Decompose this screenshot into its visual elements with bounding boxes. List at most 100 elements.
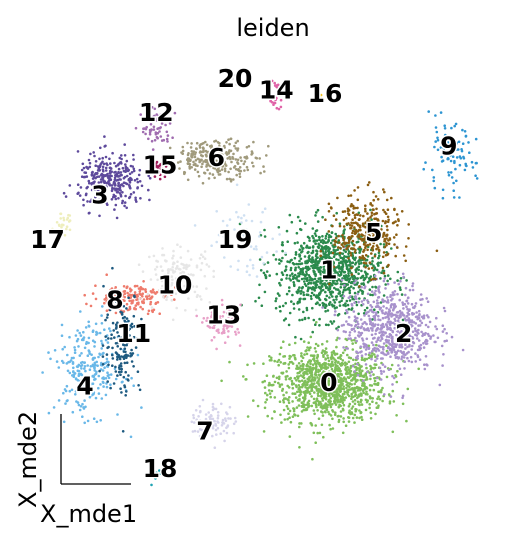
- cell-point: [324, 303, 328, 307]
- cell-point: [410, 302, 414, 306]
- cell-point: [144, 295, 148, 298]
- cell-point: [130, 354, 133, 357]
- cell-point: [268, 381, 271, 385]
- cell-point: [375, 401, 378, 405]
- cell-point: [303, 282, 307, 286]
- cell-point: [315, 211, 318, 214]
- cell-point: [378, 366, 382, 370]
- cell-point: [363, 286, 366, 290]
- cell-point: [250, 219, 254, 223]
- cell-point: [338, 222, 342, 225]
- cell-point: [291, 400, 294, 403]
- cell-point: [344, 368, 348, 372]
- cell-point: [333, 395, 337, 399]
- cell-point: [107, 345, 110, 349]
- cell-point: [132, 314, 136, 318]
- cell-point: [360, 358, 364, 362]
- cell-point: [110, 189, 114, 193]
- cell-point: [432, 334, 435, 337]
- cell-point: [299, 257, 303, 261]
- cell-point: [324, 237, 328, 240]
- cell-point: [142, 298, 146, 301]
- cell-point: [297, 308, 301, 311]
- cell-point: [385, 344, 388, 348]
- cell-point: [321, 414, 325, 417]
- cell-point: [291, 362, 295, 365]
- cell-point: [314, 214, 317, 217]
- cell-point: [116, 355, 119, 359]
- cell-point: [324, 250, 328, 254]
- cell-point: [327, 250, 331, 253]
- cell-point: [312, 260, 316, 263]
- cell-point: [328, 393, 331, 397]
- cell-point: [108, 157, 111, 161]
- cell-point: [360, 393, 363, 396]
- cell-point: [422, 167, 426, 171]
- cell-point: [363, 384, 366, 388]
- cell-point: [393, 243, 396, 246]
- cell-point: [207, 265, 211, 268]
- cell-point: [312, 264, 315, 267]
- cell-point: [327, 246, 330, 249]
- cell-point: [369, 411, 373, 414]
- cell-point: [57, 399, 61, 402]
- cell-point: [62, 391, 65, 395]
- cell-point: [316, 394, 320, 398]
- cell-point: [103, 301, 106, 305]
- cell-point: [347, 239, 351, 243]
- cell-point: [342, 323, 346, 327]
- cluster-label-15: 15: [143, 150, 178, 179]
- cell-point: [300, 401, 304, 405]
- cell-point: [294, 251, 298, 254]
- cell-point: [420, 330, 423, 334]
- cell-point: [302, 247, 305, 250]
- cell-point: [346, 372, 350, 375]
- cell-point: [325, 404, 329, 407]
- cell-point: [347, 257, 350, 260]
- cell-point: [95, 172, 99, 175]
- cell-point: [238, 175, 242, 178]
- cell-point: [277, 226, 281, 229]
- cell-point: [395, 213, 399, 216]
- cell-point: [374, 323, 377, 326]
- cell-point: [66, 399, 69, 402]
- cell-point: [372, 277, 375, 281]
- cluster-label-7: 7: [196, 417, 213, 446]
- cell-point: [135, 298, 138, 302]
- cell-point: [422, 316, 425, 320]
- cell-point: [125, 159, 129, 163]
- cell-point: [380, 271, 383, 275]
- cell-point: [117, 184, 120, 187]
- cell-point: [356, 198, 360, 202]
- cell-point: [331, 427, 335, 430]
- cell-point: [154, 131, 158, 134]
- cell-point: [355, 386, 359, 390]
- cell-point: [126, 285, 129, 289]
- cell-point: [315, 252, 319, 256]
- cell-point: [163, 259, 167, 262]
- cell-point: [218, 173, 222, 176]
- cell-point: [76, 337, 80, 341]
- cell-point: [357, 268, 361, 272]
- cell-point: [128, 184, 131, 187]
- cell-point: [215, 433, 218, 436]
- cell-point: [114, 203, 118, 207]
- cell-point: [106, 371, 109, 375]
- cell-point: [137, 173, 141, 177]
- cell-point: [80, 338, 84, 342]
- cell-point: [360, 365, 363, 368]
- cell-point: [87, 320, 90, 324]
- cell-point: [419, 319, 422, 323]
- cell-point: [81, 162, 85, 166]
- cell-point: [285, 404, 289, 408]
- cell-point: [450, 176, 454, 179]
- cell-point: [116, 374, 119, 377]
- cell-point: [79, 310, 82, 313]
- cell-point: [298, 299, 301, 303]
- cell-point: [62, 420, 66, 424]
- cell-point: [294, 335, 297, 339]
- cell-point: [202, 317, 206, 320]
- cell-point: [123, 154, 127, 157]
- cell-point: [279, 309, 282, 313]
- cell-point: [53, 349, 57, 352]
